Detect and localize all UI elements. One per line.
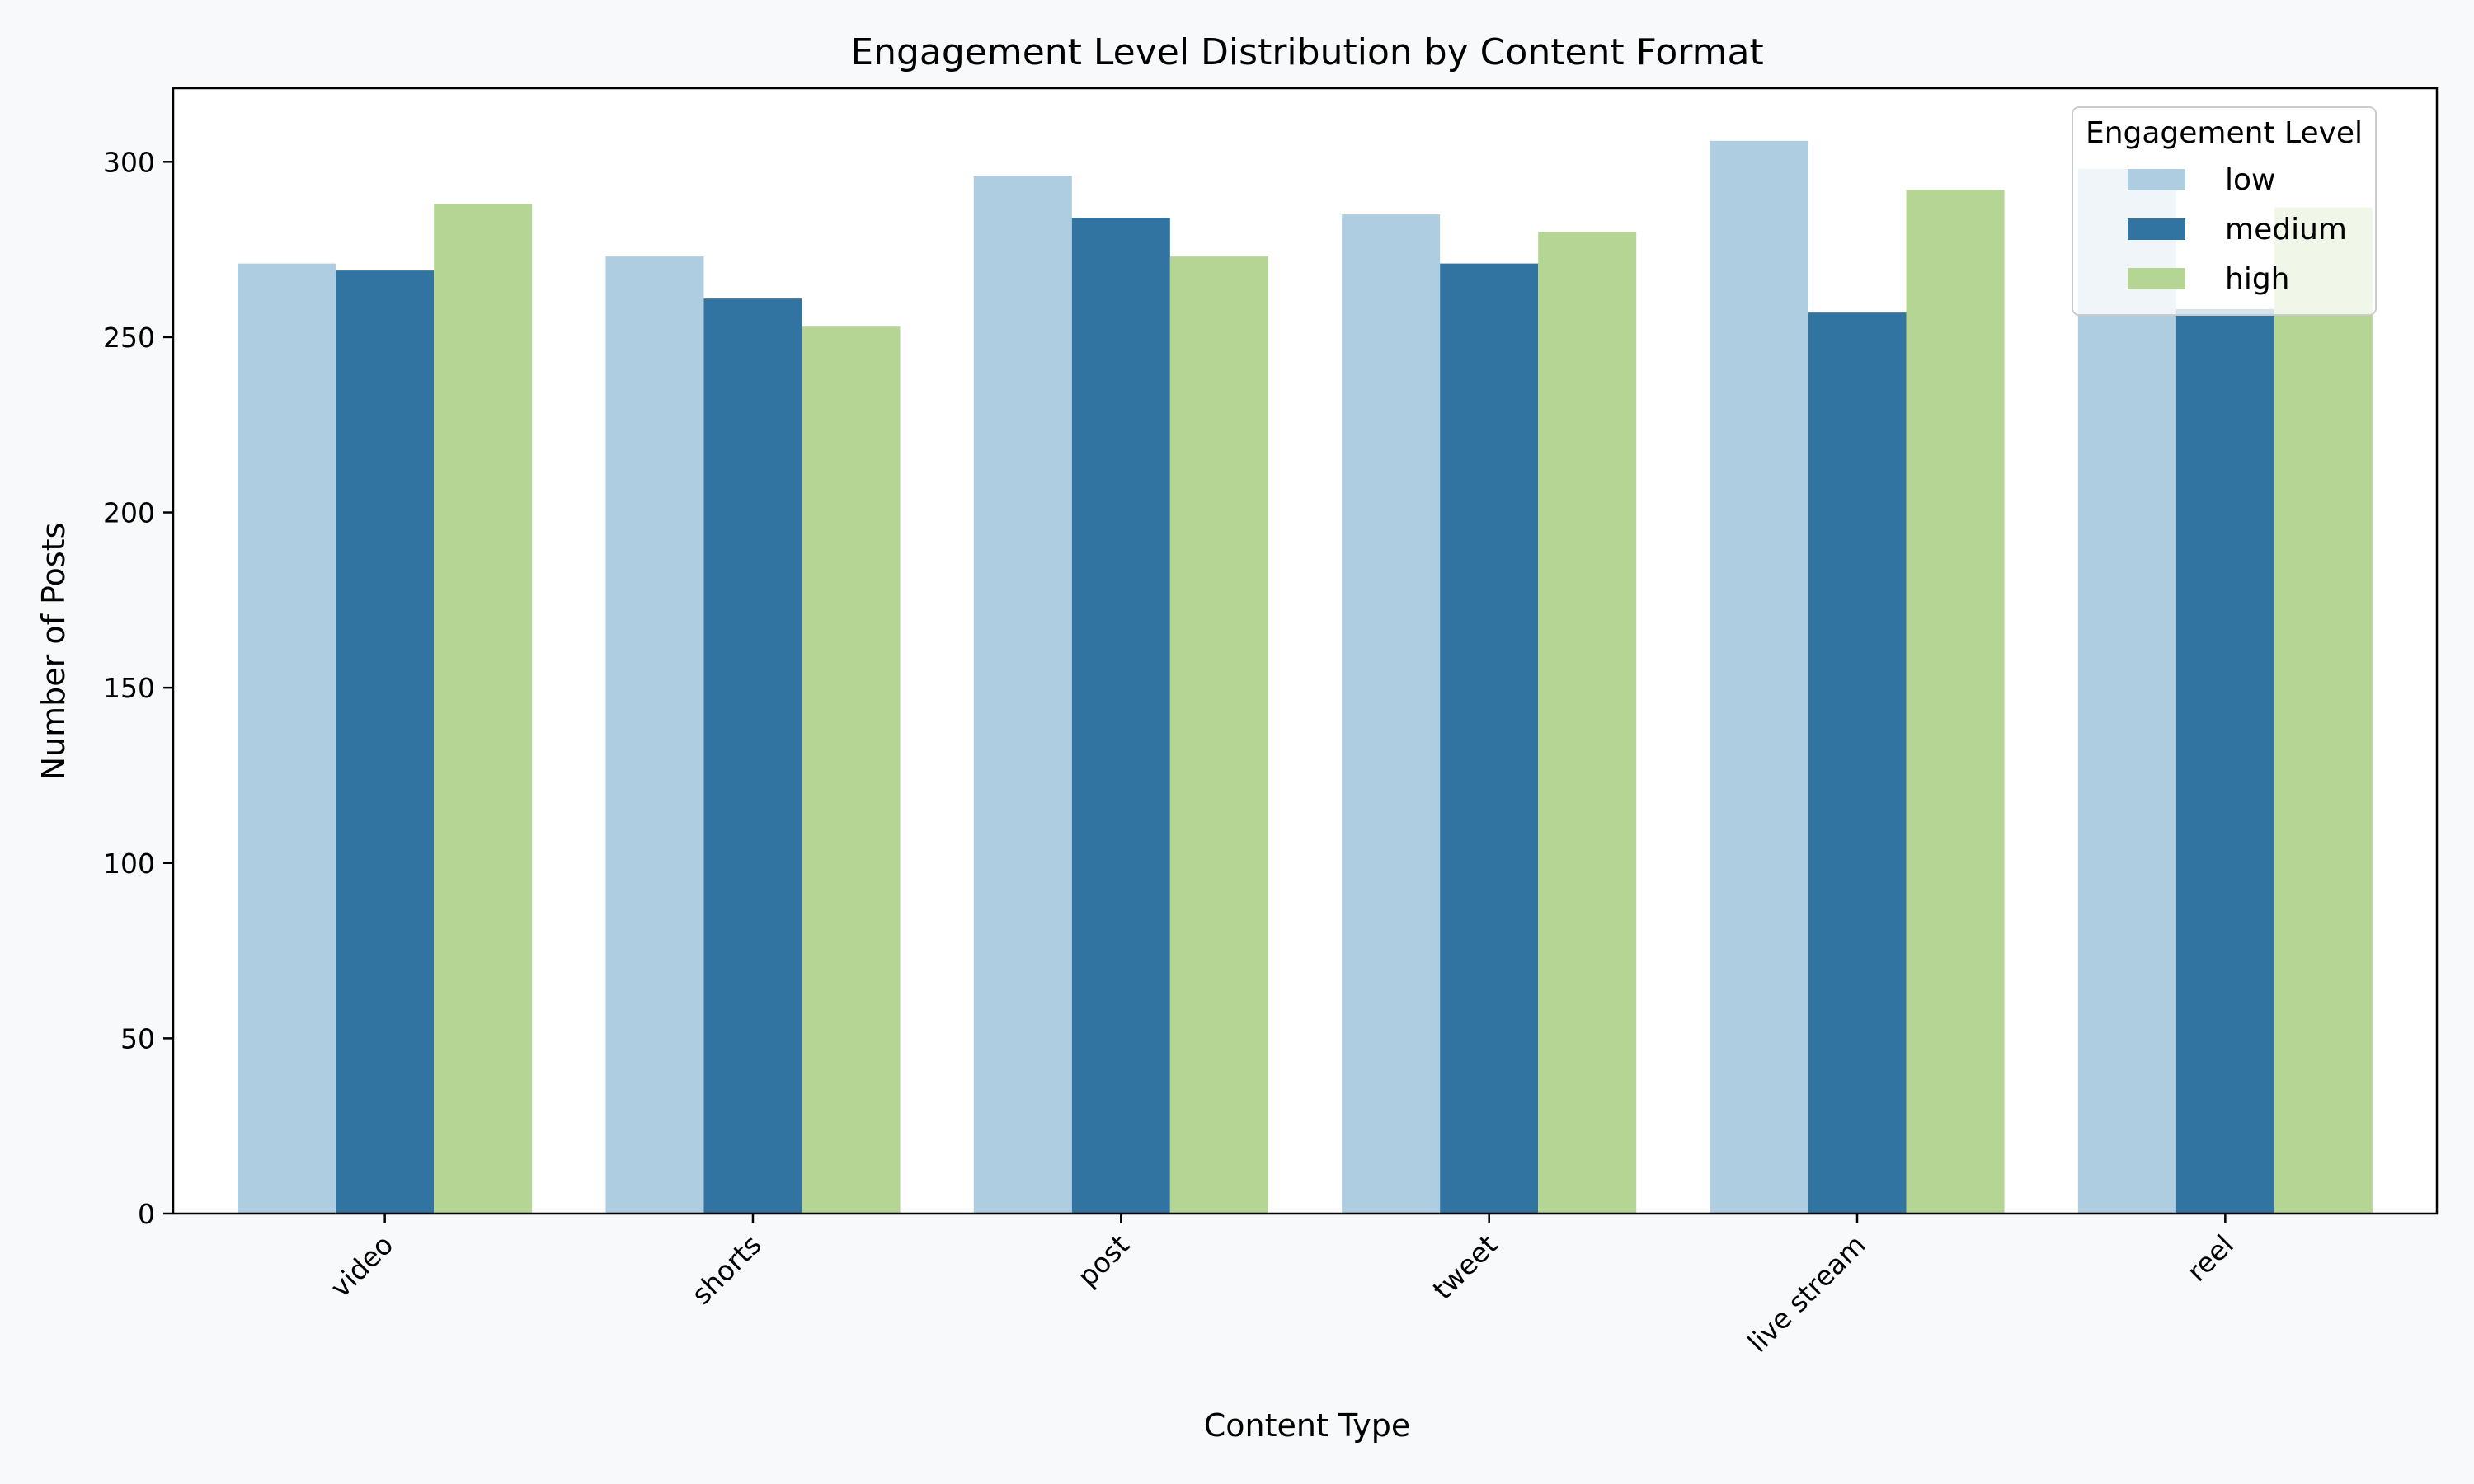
bar-video-low: [238, 263, 336, 1214]
bar-reel-high: [2274, 207, 2373, 1214]
legend-label-low: low: [2225, 163, 2275, 197]
bar-live-stream-high: [1906, 190, 2005, 1214]
x-tick-label-shorts: shorts: [685, 1228, 768, 1311]
bar-shorts-high: [802, 326, 901, 1214]
legend-label-high: high: [2225, 262, 2290, 296]
y-axis-label: Number of Posts: [35, 523, 72, 781]
legend-swatch-low: [2128, 169, 2185, 190]
chart-title: Engagement Level Distribution by Content…: [850, 31, 1763, 73]
plot-area: [173, 88, 2437, 1214]
legend-title: Engagement Level: [2086, 116, 2363, 150]
bars-group: [238, 140, 2373, 1214]
bar-reel-medium: [2175, 308, 2274, 1214]
bar-tweet-medium: [1440, 263, 1539, 1214]
y-tick-label: 100: [103, 848, 155, 880]
y-tick-label: 150: [103, 672, 155, 704]
bar-shorts-medium: [703, 298, 802, 1214]
y-tick-label: 0: [138, 1198, 155, 1230]
y-tick-label: 50: [120, 1022, 155, 1054]
x-tick-label-post: post: [1071, 1228, 1136, 1293]
legend-label-medium: medium: [2225, 213, 2347, 247]
x-tick-label-live-stream: live stream: [1742, 1228, 1872, 1359]
legend-box: [2072, 106, 2377, 316]
bar-video-high: [434, 204, 533, 1214]
bar-shorts-low: [605, 256, 704, 1214]
legend: Engagement Level low medium high: [2072, 106, 2377, 316]
y-tick-label: 200: [103, 497, 155, 529]
plot-frame: [172, 87, 2439, 1215]
y-tick-label: 250: [103, 322, 155, 354]
x-axis: video shorts post tweet live stream reel: [324, 1214, 2240, 1359]
bar-post-medium: [1071, 218, 1170, 1214]
y-tick-label: 300: [103, 146, 155, 178]
x-axis-label: Content Type: [1204, 1407, 1411, 1444]
x-tick-label-tweet: tweet: [1427, 1228, 1504, 1306]
bar-post-low: [973, 176, 1072, 1214]
x-tick-label-reel: reel: [2180, 1228, 2240, 1288]
bar-tweet-low: [1342, 214, 1441, 1214]
legend-swatch-medium: [2128, 218, 2185, 240]
bar-video-medium: [336, 270, 435, 1214]
bar-live-stream-low: [1710, 140, 1808, 1214]
bar-post-high: [1169, 256, 1268, 1214]
y-axis: 0 50 100 150 200 250 300: [103, 146, 173, 1230]
x-tick-label-video: video: [324, 1228, 399, 1303]
bar-live-stream-medium: [1808, 312, 1907, 1214]
legend-swatch-high: [2128, 268, 2185, 289]
legend-items: low medium high: [2128, 163, 2347, 296]
bar-tweet-high: [1538, 232, 1637, 1214]
bar-reel-low: [2077, 168, 2176, 1214]
